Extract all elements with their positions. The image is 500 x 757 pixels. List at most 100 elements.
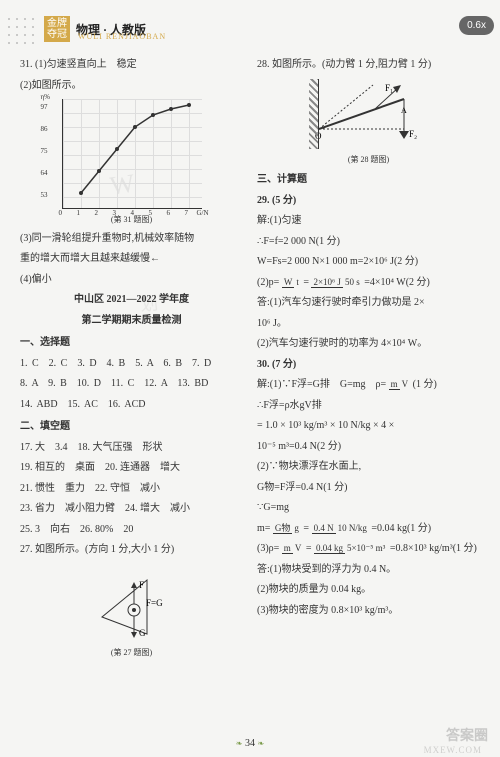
svg-text:F₁: F₁ [385, 83, 393, 93]
fill-blank: 25. 3 向右 26. 80% 20 [20, 521, 243, 540]
y-tick: 64 [41, 167, 48, 180]
fill-blank: 21. 惯性 重力 22. 守恒 减小 [20, 480, 243, 499]
svg-text:F: F [139, 580, 144, 590]
fill-blank: 19. 相互的 桌面 20. 连通器 增大 [20, 459, 243, 478]
x-tick: 1 [77, 207, 81, 220]
q30-step: 10⁻⁵ m³=0.4 N(2 分) [257, 438, 480, 457]
section-1-title: 一、选择题 [20, 334, 243, 353]
fraction: 0.4 N10 N/kg [312, 524, 369, 534]
text: =0.8×10³ kg/m³(1 分) [390, 543, 477, 554]
diagram-27: F F=G G [92, 562, 172, 642]
fraction: G物g [273, 524, 301, 534]
series-badge: 金牌 夺冠 [44, 16, 70, 42]
x-tick: 0 [59, 207, 63, 220]
exam-title-1: 中山区 2021—2022 学年度 [20, 291, 243, 310]
x-tick: 5 [149, 207, 153, 220]
q31-2: (2)如图所示。 [20, 77, 243, 96]
q29: 29. (5 分) [257, 192, 480, 211]
watermark-sub: MXEW.COM [424, 745, 482, 755]
q29-ans: (2)汽车匀速行驶时的功率为 4×10⁴ W。 [257, 335, 480, 354]
x-tick: 7 [185, 207, 189, 220]
chart-curve [63, 99, 203, 209]
x-tick: 6 [167, 207, 171, 220]
q29-step: ∴F=f=2 000 N(1 分) [257, 233, 480, 252]
q30-ans: (3)物块的密度为 0.8×10³ kg/m³。 [257, 602, 480, 621]
x-tick: 3 [113, 207, 117, 220]
q30-step: (2)∵物块漂浮在水面上, [257, 458, 480, 477]
badge-line1: 金牌 [47, 18, 67, 29]
answers-row: 14. ABD 15. AC 16. ACD [20, 396, 243, 415]
right-column: 28. 如图所示。(动力臂 1 分,阻力臂 1 分) O F₁ A F₂ (第 … [257, 56, 480, 727]
q31-4: (4)偏小 [20, 271, 243, 290]
q31-1: 31. (1)匀速竖直向上 稳定 [20, 56, 243, 75]
answers-row: 8. A 9. B 10. D 11. C 12. A 13. BD [20, 375, 243, 394]
q29-step: W=Fs=2 000 N×1 000 m=2×10⁶ J(2 分) [257, 253, 480, 272]
fraction: mV [389, 380, 411, 390]
section-2-title: 二、填空题 [20, 418, 243, 437]
svg-text:F=G: F=G [146, 598, 163, 608]
fraction: 0.04 kg5×10⁻⁵ m³ [314, 544, 387, 554]
q30-step: ∴F浮=ρ水gV排 [257, 397, 480, 416]
q29-step: (2)p= Wt = 2×10⁶ J50 s =4×10⁴ W(2 分) [257, 274, 480, 293]
q30-step: 解:(1)∵F浮=G排 G=mg ρ= mV (1 分) [257, 376, 480, 395]
left-column: 31. (1)匀速竖直向上 稳定 (2)如图所示。 η% 97 86 75 64… [20, 56, 243, 727]
leaf-icon: ❧ [236, 739, 243, 748]
x-tick: 2 [95, 207, 99, 220]
badge-line2: 夺冠 [47, 29, 67, 40]
fill-blank: 17. 大 3.4 18. 大气压强 形状 [20, 439, 243, 458]
y-tick: 97 [41, 101, 48, 114]
fill-blank: 27. 如图所示。(方向 1 分,大小 1 分) [20, 541, 243, 560]
diagram-27-caption: (第 27 题图) [20, 646, 243, 661]
svg-text:F₂: F₂ [409, 129, 417, 139]
q31-3a: (3)同一滑轮组提升重物时,机械效率随物 [20, 230, 243, 249]
svg-text:A: A [401, 106, 407, 115]
q29-ans: 10⁶ J。 [257, 315, 480, 334]
text: = [306, 543, 312, 554]
text: (2)p= [257, 277, 279, 288]
text: =0.04 kg(1 分) [371, 523, 431, 534]
q30-step: m= G物g = 0.4 N10 N/kg =0.04 kg(1 分) [257, 520, 480, 539]
content-columns: 31. (1)匀速竖直向上 稳定 (2)如图所示。 η% 97 86 75 64… [20, 56, 480, 727]
efficiency-chart: η% 97 86 75 64 53 0 1 2 3 4 5 6 7 G/N [62, 99, 202, 209]
q30: 30. (7 分) [257, 356, 480, 375]
text: 解:(1)∵F浮=G排 G=mg ρ= [257, 379, 386, 390]
q30-ans: 答:(1)物块受到的浮力为 0.4 N。 [257, 561, 480, 580]
diagram-28: O F₁ A F₂ [309, 79, 429, 149]
exam-title-2: 第二学期期末质量检测 [20, 312, 243, 331]
subject-pinyin: WULI RENJIAOBAN [78, 32, 166, 41]
q29-step: 解:(1)匀速 [257, 212, 480, 231]
y-tick: 53 [41, 189, 48, 202]
text: m= [257, 523, 270, 534]
section-3-title: 三、计算题 [257, 171, 480, 190]
text: (3)ρ= [257, 543, 279, 554]
leaf-icon: ❧ [258, 739, 265, 748]
svg-text:G: G [139, 628, 146, 638]
fill-blank: 23. 省力 减小阻力臂 24. 增大 减小 [20, 500, 243, 519]
x-tick: 4 [131, 207, 135, 220]
q28: 28. 如图所示。(动力臂 1 分,阻力臂 1 分) [257, 56, 480, 75]
answers-row: 1. C 2. C 3. D 4. B 5. A 6. B 7. D [20, 355, 243, 374]
watermark-main: 答案圈 [446, 725, 488, 745]
q30-step: G物=F浮=0.4 N(1 分) [257, 479, 480, 498]
fraction: Wt [282, 278, 301, 288]
zoom-indicator: 0.6x [459, 16, 494, 35]
y-tick: 75 [41, 145, 48, 158]
q30-step: = 1.0 × 10³ kg/m³ × 10 N/kg × 4 × [257, 417, 480, 436]
q30-step: ∵G=mg [257, 499, 480, 518]
y-tick: 86 [41, 123, 48, 136]
text: = [303, 277, 309, 288]
diagram-28-caption: (第 28 题图) [257, 153, 480, 168]
fraction: mV [282, 544, 304, 554]
q29-ans: 答:(1)汽车匀速行驶时牵引力做功是 2× [257, 294, 480, 313]
q30-ans: (2)物块的质量为 0.04 kg。 [257, 581, 480, 600]
x-axis-label: G/N [197, 207, 209, 220]
text: = [303, 523, 309, 534]
fraction: 2×10⁶ J50 s [311, 278, 361, 288]
q30-step: (3)ρ= mV = 0.04 kg5×10⁻⁵ m³ =0.8×10³ kg/… [257, 540, 480, 559]
wall-hatch [309, 79, 319, 149]
text: =4×10⁴ W(2 分) [364, 277, 430, 288]
q31-3b: 重的增大而增大且越来越缓慢← [20, 250, 243, 269]
decorative-dots [8, 18, 36, 46]
text: (1 分) [413, 379, 437, 390]
page-number: 34 [245, 738, 255, 749]
